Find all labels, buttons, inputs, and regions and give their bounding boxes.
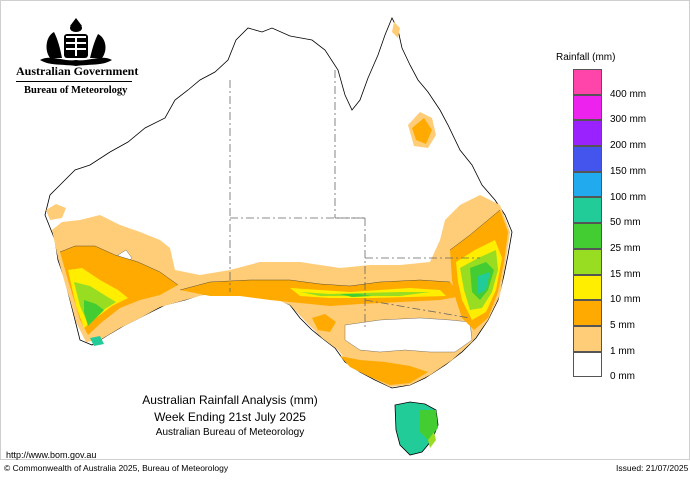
- rain-5mm-qld: [412, 118, 432, 144]
- legend-swatch: [573, 223, 602, 249]
- legend-swatch: [573, 146, 602, 172]
- legend-label: 15 mm: [610, 268, 641, 280]
- map-period: Week Ending 21st July 2025: [154, 410, 306, 424]
- legend-label: 50 mm: [610, 217, 641, 229]
- issued-date: Issued: 21/07/2025: [616, 463, 689, 473]
- rain-5mm-sa: [312, 314, 336, 332]
- legend-swatch: [573, 94, 602, 121]
- map-title: Australian Rainfall Analysis (mm): [142, 393, 318, 407]
- legend-swatch: [573, 274, 602, 301]
- legend-label: 150 mm: [610, 165, 647, 177]
- legend-label: 200 mm: [610, 140, 647, 152]
- legend-label: 300 mm: [610, 114, 647, 126]
- rain-25mm-south: [340, 294, 372, 297]
- legend-scale: [573, 69, 603, 378]
- legend-label: 5 mm: [610, 320, 635, 331]
- tasmania-east: [420, 410, 438, 440]
- legend-label: 1 mm: [610, 345, 635, 357]
- rain-1mm-cape: [392, 22, 400, 38]
- legend-swatch: [573, 248, 602, 275]
- bom-url-link[interactable]: http://www.bom.gov.au: [6, 450, 97, 460]
- bureau-title: Bureau of Meteorology: [24, 85, 128, 96]
- rain-5mm-vic: [340, 356, 428, 385]
- rain-50mm-east: [478, 272, 490, 294]
- legend-swatch: [573, 120, 602, 147]
- legend-label: 25 mm: [610, 242, 641, 254]
- legend-swatch: [573, 351, 602, 378]
- tasmania-15mm: [428, 432, 436, 448]
- legend-swatch: [573, 300, 602, 326]
- coat-of-arms-logo: [40, 18, 112, 66]
- rain-50mm-sw: [90, 336, 104, 346]
- rain-25mm-wa: [84, 300, 104, 326]
- dry-pocket-vic: [344, 317, 473, 353]
- rain-1mm-nw: [46, 204, 66, 220]
- copyright-text: © Commonwealth of Australia 2025, Bureau…: [4, 463, 229, 473]
- map-source: Australian Bureau of Meteorology: [155, 427, 305, 438]
- legend-label: 0 mm: [610, 371, 635, 383]
- legend-swatch: [573, 69, 602, 95]
- legend-swatch: [573, 197, 602, 224]
- legend-swatch: [573, 325, 602, 352]
- legend-swatch: [573, 171, 602, 198]
- legend-title: Rainfall (mm): [556, 52, 616, 63]
- header-rule: [16, 81, 132, 82]
- government-title: Australian Government: [16, 64, 139, 78]
- rainfall-map: [44, 17, 513, 456]
- legend-label: 10 mm: [610, 294, 641, 306]
- legend-label: 100 mm: [610, 191, 647, 203]
- legend-label: 400 mm: [610, 88, 647, 100]
- state-borders: [229, 70, 480, 330]
